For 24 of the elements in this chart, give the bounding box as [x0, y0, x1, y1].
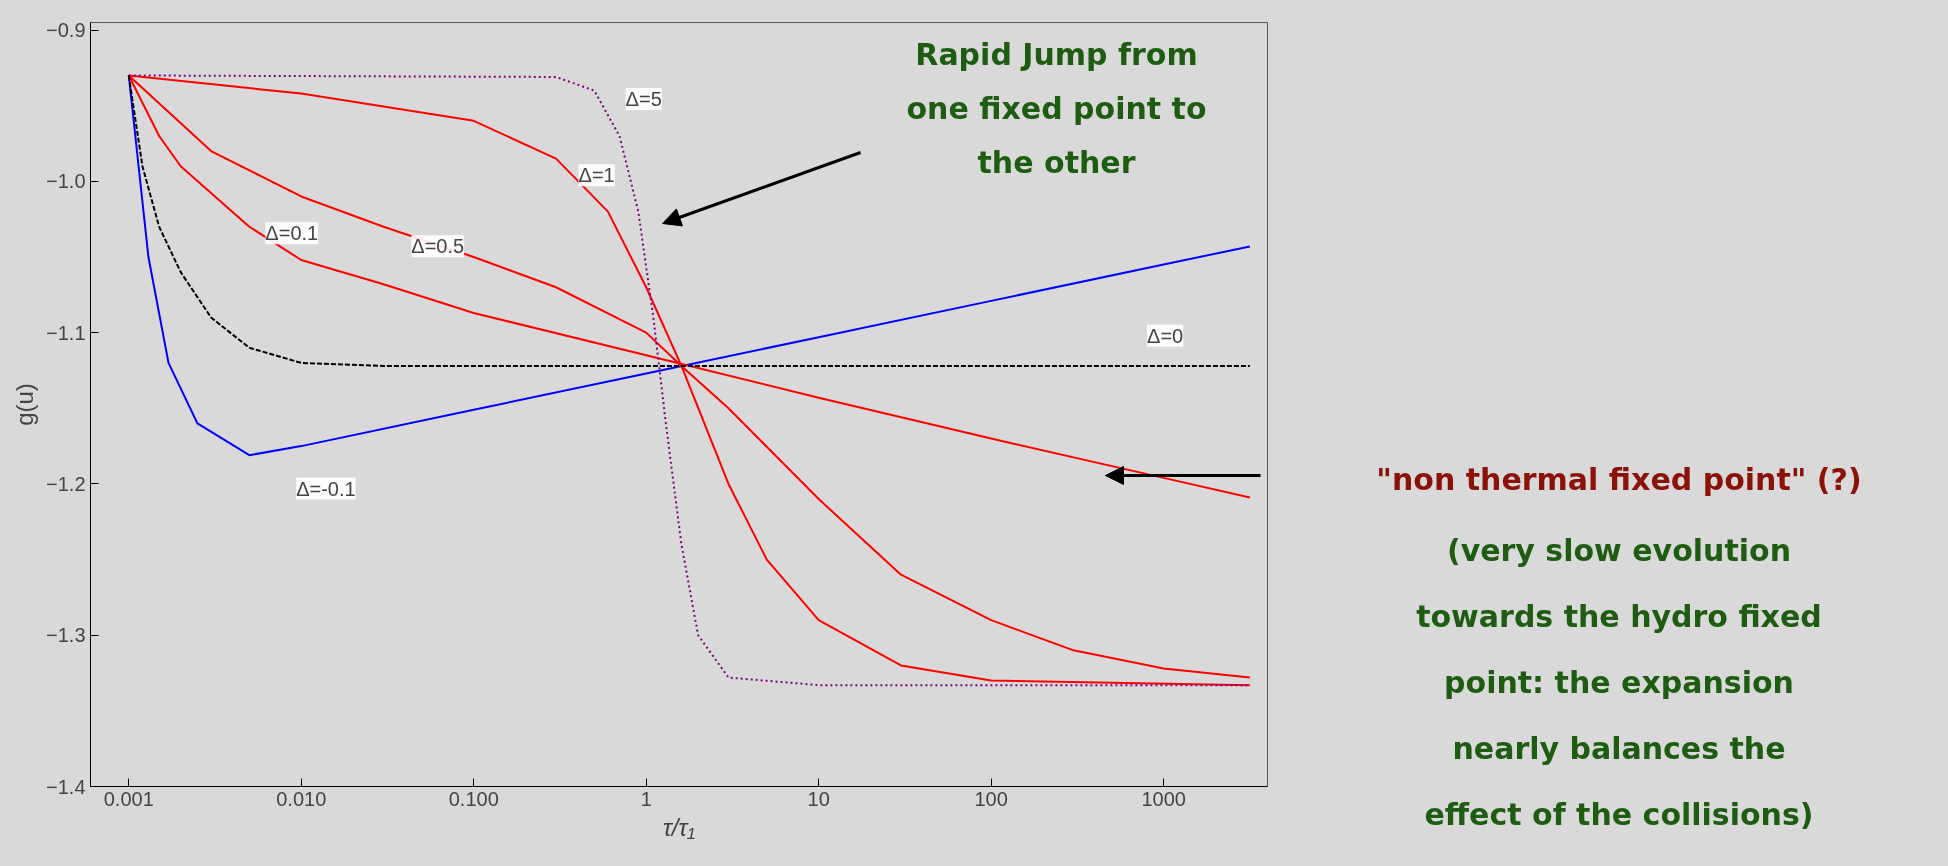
x-tick-label: 10 [807, 787, 830, 810]
y-tick-label: −1.4 [46, 775, 86, 798]
x-tick-label: 1000 [1141, 787, 1186, 810]
text: (very slow evolution towards the hydro fixed point: the expansion nearly balances the effect of the collisions) [1415, 532, 1823, 834]
annotation: Rapid Jump from one fixed point to the other [906, 36, 1207, 180]
x-tick-label: 100 [974, 787, 1008, 810]
text: "non thermal fixed point" (?) [1376, 461, 1862, 499]
series-label: Δ=0 [1147, 324, 1184, 347]
y-tick-label: −1.1 [46, 321, 86, 344]
x-tick-label: 0.010 [276, 787, 327, 810]
series-label: Δ=0.1 [265, 222, 319, 245]
y-tick-label: −1.0 [46, 170, 86, 193]
y-tick-label: −1.2 [46, 472, 86, 495]
x-tick-label: 0.001 [103, 787, 154, 810]
series-label: Δ=0.5 [411, 235, 465, 258]
y-tick-label: −0.9 [46, 19, 86, 42]
x-tick-label: 0.100 [448, 787, 499, 810]
x-axis-title: τ/τ₁ [662, 813, 696, 841]
y-tick-label: −1.3 [46, 624, 86, 647]
x-tick-label: 1 [640, 787, 652, 810]
y-axis-title: g(u) [11, 383, 39, 426]
series-label: Δ=1 [578, 164, 615, 187]
series-label: Δ=5 [625, 87, 662, 110]
series-label: Δ=-0.1 [296, 477, 356, 500]
